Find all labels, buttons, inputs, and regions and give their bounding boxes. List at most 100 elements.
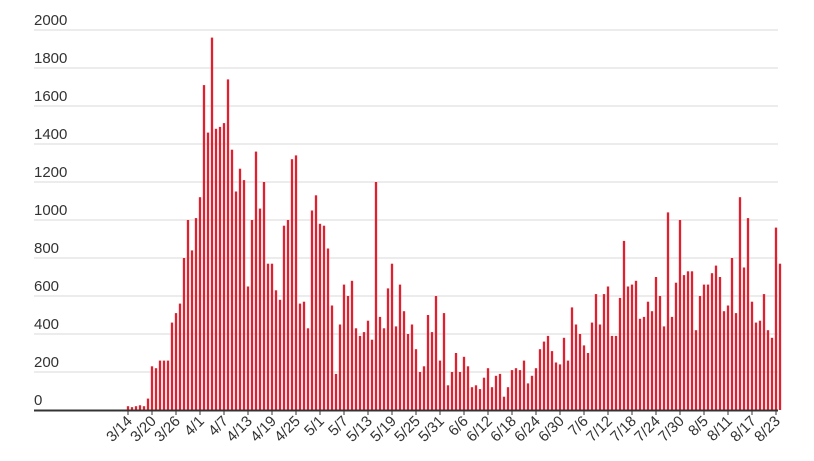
y-tick-label: 800 xyxy=(34,240,59,257)
bar xyxy=(542,341,546,410)
bar xyxy=(590,322,594,410)
bar xyxy=(766,330,770,410)
bar xyxy=(186,220,190,410)
bar xyxy=(474,385,478,410)
bar xyxy=(514,368,518,410)
gridlines xyxy=(34,29,778,373)
bar xyxy=(742,267,746,410)
bar xyxy=(310,210,314,410)
bar xyxy=(366,320,370,410)
bar xyxy=(550,351,554,410)
bar xyxy=(770,337,774,410)
bar xyxy=(502,396,506,410)
y-tick-label: 2000 xyxy=(34,12,67,29)
bar xyxy=(430,332,434,410)
bar xyxy=(278,299,282,410)
bar xyxy=(402,311,406,410)
bar xyxy=(482,377,486,410)
x-tick-label: 4/25 xyxy=(271,413,304,446)
bar xyxy=(442,313,446,410)
bar xyxy=(686,271,690,410)
x-tick-label: 4/1 xyxy=(181,413,208,440)
bar xyxy=(566,360,570,410)
x-tick-label: 5/1 xyxy=(301,413,328,440)
x-tick-label: 8/23 xyxy=(751,413,784,446)
bar xyxy=(702,284,706,410)
bar xyxy=(346,296,350,410)
bar xyxy=(418,372,422,410)
bar xyxy=(754,322,758,410)
bar xyxy=(390,263,394,410)
bar xyxy=(746,218,750,410)
bar xyxy=(162,360,166,410)
bar xyxy=(298,303,302,410)
bar xyxy=(194,218,198,410)
bar xyxy=(478,389,482,410)
bar xyxy=(586,353,590,410)
bar xyxy=(362,332,366,410)
bar xyxy=(166,360,170,410)
bar xyxy=(302,301,306,410)
y-tick-label: 1200 xyxy=(34,164,67,181)
bar xyxy=(454,353,458,410)
bar xyxy=(238,168,242,410)
bar xyxy=(694,330,698,410)
bar xyxy=(538,349,542,410)
bar xyxy=(462,356,466,410)
bar xyxy=(154,368,158,410)
bar xyxy=(678,220,682,410)
bar xyxy=(606,286,610,410)
bar xyxy=(374,182,378,410)
bar xyxy=(506,387,510,410)
bar xyxy=(206,132,210,410)
bar xyxy=(546,335,550,410)
bar xyxy=(286,220,290,410)
bar xyxy=(142,406,146,410)
bar xyxy=(294,155,298,410)
bar xyxy=(322,225,326,410)
bar xyxy=(602,294,606,410)
bar xyxy=(458,372,462,410)
bar xyxy=(386,288,390,410)
bar xyxy=(290,159,294,410)
bar xyxy=(178,303,182,410)
bar xyxy=(422,366,426,410)
bar xyxy=(246,286,250,410)
bar xyxy=(218,126,222,411)
bar xyxy=(378,316,382,410)
y-tick-label: 0 xyxy=(34,392,42,409)
bar xyxy=(354,328,358,410)
bar xyxy=(258,208,262,410)
bar xyxy=(718,277,722,410)
bar xyxy=(470,387,474,410)
bar xyxy=(446,385,450,410)
bar xyxy=(658,296,662,410)
bar xyxy=(318,223,322,410)
bar xyxy=(146,398,150,410)
bar xyxy=(762,294,766,410)
bar xyxy=(338,324,342,410)
bar xyxy=(574,324,578,410)
bar xyxy=(358,335,362,410)
bar xyxy=(242,180,246,410)
bar xyxy=(570,307,574,410)
bar xyxy=(334,373,338,410)
bar xyxy=(650,311,654,410)
bar xyxy=(314,195,318,410)
bar xyxy=(510,370,514,410)
x-axis xyxy=(34,409,778,415)
bar xyxy=(614,335,618,410)
bar xyxy=(626,286,630,410)
bar xyxy=(190,250,194,410)
bar xyxy=(198,197,202,410)
bar xyxy=(330,305,334,410)
bar xyxy=(250,220,254,410)
bar xyxy=(282,225,286,410)
bar xyxy=(150,366,154,410)
bar xyxy=(714,265,718,410)
y-tick-label: 1600 xyxy=(34,88,67,105)
bar xyxy=(598,324,602,410)
bar xyxy=(134,406,138,410)
bar xyxy=(486,368,490,410)
bar xyxy=(642,316,646,410)
